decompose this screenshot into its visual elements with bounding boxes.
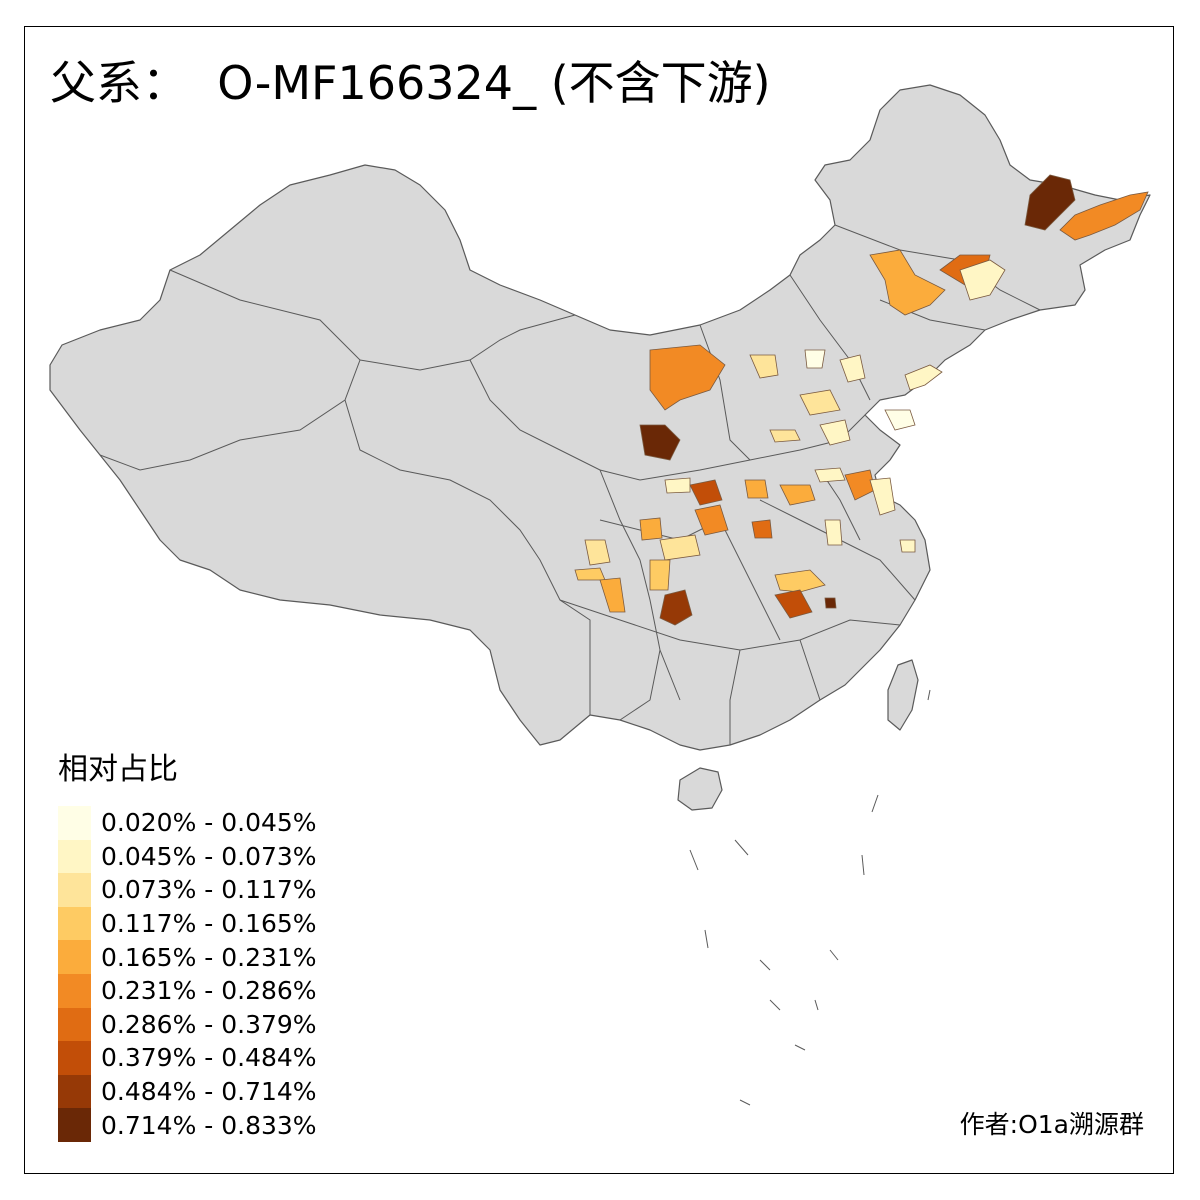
region-henan-west xyxy=(664,477,691,494)
sea-islands xyxy=(689,689,931,1106)
region-sichuan-west xyxy=(584,539,611,566)
legend-item: 0.165% - 0.231% xyxy=(58,940,317,974)
region-sichuan-central xyxy=(659,534,701,561)
legend-swatch xyxy=(58,1007,91,1042)
region-hebei-central xyxy=(799,389,841,416)
legend-item: 0.286% - 0.379% xyxy=(58,1007,317,1042)
region-hebei-north xyxy=(749,354,779,379)
legend-title: 相对占比 xyxy=(58,752,178,787)
hainan-island xyxy=(677,767,723,811)
region-hunan-central xyxy=(774,589,813,619)
legend-label: 0.484% - 0.714% xyxy=(101,1077,317,1107)
region-sichuan-north xyxy=(639,517,663,541)
legend-label: 0.020% - 0.045% xyxy=(101,808,317,838)
region-anhui xyxy=(824,519,843,546)
legend-swatch xyxy=(58,839,91,874)
region-sichuan-south-a xyxy=(574,567,606,581)
region-hebei-south xyxy=(819,419,851,446)
legend-item: 0.020% - 0.045% xyxy=(58,806,317,840)
region-shanghai-area xyxy=(899,539,916,553)
legend-swatch xyxy=(58,1108,91,1142)
region-beijing-area xyxy=(804,349,826,369)
legend-swatch xyxy=(58,1074,91,1109)
legend-swatch xyxy=(58,806,91,840)
province-borders xyxy=(99,224,1041,745)
region-hunan-north xyxy=(774,569,826,593)
region-shandong-east xyxy=(884,409,916,431)
region-henan-east xyxy=(779,484,816,506)
region-shandong-south xyxy=(814,467,846,483)
legend-item: 0.045% - 0.073% xyxy=(58,839,317,874)
legend-swatch xyxy=(58,940,91,974)
legend-label: 0.286% - 0.379% xyxy=(101,1009,317,1039)
region-chongqing xyxy=(649,559,671,591)
land-base xyxy=(49,84,1151,811)
taiwan-island xyxy=(887,659,919,731)
legend-swatch xyxy=(58,973,91,1008)
legend: 0.020% - 0.045% 0.045% - 0.073% 0.073% -… xyxy=(58,806,317,1142)
legend-item: 0.379% - 0.484% xyxy=(58,1041,317,1075)
legend-swatch xyxy=(58,906,91,941)
region-shaanxi-hanzhong xyxy=(694,504,729,536)
legend-label: 0.379% - 0.484% xyxy=(101,1043,317,1073)
legend-item: 0.714% - 0.833% xyxy=(58,1108,317,1142)
legend-label: 0.045% - 0.073% xyxy=(101,841,317,871)
region-northeast-east xyxy=(1059,191,1149,241)
region-inner-mongolia-east xyxy=(869,249,946,316)
region-jiangxi-dark xyxy=(824,597,837,609)
legend-item: 0.231% - 0.286% xyxy=(58,973,317,1008)
region-tianjin xyxy=(839,354,866,383)
legend-label: 0.165% - 0.231% xyxy=(101,942,317,972)
region-henan-central xyxy=(744,479,769,499)
region-shanxi-south xyxy=(769,429,801,443)
legend-label: 0.073% - 0.117% xyxy=(101,875,317,905)
region-sichuan-south-b xyxy=(599,577,626,613)
legend-swatch xyxy=(58,873,91,907)
region-northeast-darkest xyxy=(1024,174,1076,231)
mainland-landmass xyxy=(49,84,1151,751)
legend-label: 0.231% - 0.286% xyxy=(101,976,317,1006)
region-jilin xyxy=(959,259,1006,301)
legend-item: 0.117% - 0.165% xyxy=(58,906,317,941)
region-inner-mongolia-west xyxy=(649,344,726,411)
map-title: 父系： O-MF166324_ (不含下游) xyxy=(50,56,771,110)
legend-item: 0.484% - 0.714% xyxy=(58,1074,317,1109)
legend-label: 0.714% - 0.833% xyxy=(101,1110,317,1140)
legend-item: 0.073% - 0.117% xyxy=(58,873,317,907)
legend-swatch xyxy=(58,1041,91,1075)
region-hubei-north xyxy=(751,519,773,539)
highlighted-regions xyxy=(574,174,1149,626)
region-jiangsu-central xyxy=(869,477,896,516)
region-shaanxi-north xyxy=(639,424,681,461)
region-liaoning-coast xyxy=(904,364,943,391)
legend-label: 0.117% - 0.165% xyxy=(101,909,317,939)
author-credit: 作者:O1a溯源群 xyxy=(959,1110,1144,1139)
region-guizhou-north xyxy=(659,589,693,626)
region-shaanxi-south-dark xyxy=(689,479,723,506)
